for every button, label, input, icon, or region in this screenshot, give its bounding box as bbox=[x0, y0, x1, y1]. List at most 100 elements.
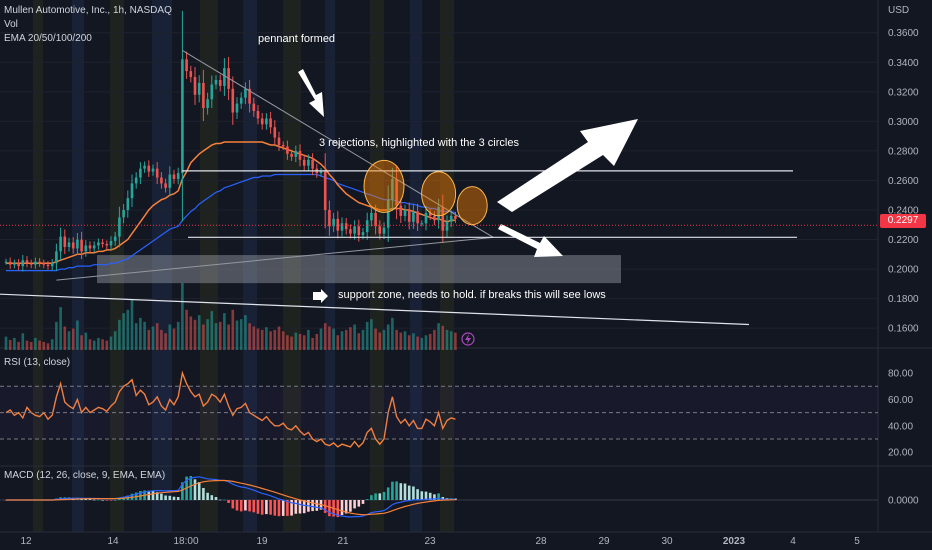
macd-hist-bar bbox=[265, 500, 268, 515]
volume-bar bbox=[399, 332, 403, 350]
candle-body bbox=[38, 261, 41, 264]
rejections-annotation[interactable]: 3 rejections, highlighted with the 3 cir… bbox=[319, 137, 519, 149]
candle-body bbox=[168, 174, 172, 188]
candle bbox=[445, 215, 449, 238]
candle bbox=[357, 219, 361, 242]
macd-hist-bar bbox=[424, 491, 428, 500]
rsi-line bbox=[5, 370, 456, 448]
candle-body bbox=[437, 207, 440, 221]
pennant-annotation[interactable]: pennant formed bbox=[258, 33, 336, 45]
volume-bar bbox=[407, 335, 411, 350]
candle-body bbox=[332, 218, 335, 227]
candle bbox=[332, 212, 335, 233]
volume-legend[interactable]: Vol bbox=[4, 19, 18, 30]
support-arrow bbox=[313, 289, 328, 303]
candle bbox=[391, 167, 394, 211]
candle bbox=[273, 120, 277, 145]
volume-bar bbox=[265, 327, 268, 350]
macd-hist-bar bbox=[386, 487, 390, 500]
price-tick-label: 0.3200 bbox=[888, 87, 919, 98]
support-annotation[interactable]: support zone, needs to hold. if breaks t… bbox=[338, 289, 606, 301]
macd-hist-bar bbox=[328, 500, 331, 517]
time-tick-label: 4 bbox=[790, 536, 796, 547]
rejection-circle bbox=[421, 171, 457, 217]
candle bbox=[42, 259, 46, 269]
candle bbox=[176, 167, 180, 185]
candle bbox=[218, 74, 222, 92]
volume-bar bbox=[21, 333, 25, 350]
candle-body bbox=[193, 77, 197, 95]
candle-body bbox=[176, 173, 180, 179]
macd-hist-bar bbox=[181, 482, 184, 500]
candle bbox=[185, 51, 188, 79]
candle bbox=[139, 162, 142, 184]
candle-body bbox=[172, 174, 176, 179]
candle bbox=[407, 202, 411, 230]
candle bbox=[67, 237, 71, 252]
candle bbox=[239, 92, 243, 109]
volume-bar bbox=[88, 339, 92, 350]
volume-bar bbox=[13, 337, 16, 350]
macd-hist-bar bbox=[378, 493, 382, 500]
volume-bar bbox=[181, 283, 184, 350]
candle-body bbox=[336, 218, 340, 231]
rsi-legend[interactable]: RSI (13, close) bbox=[4, 357, 71, 368]
volume-bar bbox=[336, 335, 340, 350]
candle-body bbox=[218, 80, 222, 86]
volume-bar bbox=[218, 321, 222, 350]
candle-body bbox=[252, 103, 256, 112]
candle-body bbox=[29, 263, 33, 265]
price-tick-label: 0.2400 bbox=[888, 206, 919, 217]
candle-body bbox=[143, 165, 146, 169]
volume-bar bbox=[412, 333, 415, 350]
volume-bar bbox=[395, 329, 398, 350]
volume-bar bbox=[151, 326, 155, 350]
candle bbox=[4, 258, 8, 265]
candle-body bbox=[181, 59, 184, 174]
time-tick-label: 2023 bbox=[723, 536, 746, 547]
volume-bar bbox=[302, 335, 306, 350]
ema-legend[interactable]: EMA 20/50/100/200 bbox=[4, 33, 92, 44]
volume-bar bbox=[290, 336, 293, 350]
candle bbox=[59, 227, 62, 261]
macd-hist-bar bbox=[454, 498, 457, 500]
candle-body bbox=[214, 80, 218, 85]
volume-bar bbox=[160, 329, 163, 350]
price-tick-label: 0.2200 bbox=[888, 235, 919, 246]
time-tick-label: 28 bbox=[535, 536, 547, 547]
candle-body bbox=[134, 177, 138, 184]
volume-bar bbox=[134, 323, 138, 350]
macd-hist-bar bbox=[399, 483, 403, 500]
macd-hist-bar bbox=[244, 500, 247, 511]
candle-body bbox=[160, 177, 163, 184]
candle-body bbox=[302, 159, 306, 166]
drawing-tools[interactable] bbox=[0, 50, 797, 326]
price-tick-label: 0.3000 bbox=[888, 117, 919, 128]
candle-body bbox=[412, 211, 415, 222]
volume-bar bbox=[101, 339, 104, 350]
candle bbox=[294, 145, 298, 163]
macd-hist-bar bbox=[113, 500, 117, 501]
macd-hist-bar bbox=[197, 482, 201, 500]
volume-bar bbox=[386, 324, 390, 350]
candle-body bbox=[235, 103, 239, 113]
volume-bar bbox=[206, 319, 209, 350]
candle-body bbox=[126, 198, 130, 210]
symbol-legend[interactable]: Mullen Automotive, Inc., 1h, NASDAQ bbox=[4, 5, 172, 16]
pennant-upper-trendline bbox=[182, 50, 494, 238]
macd-hist-bar bbox=[437, 493, 440, 500]
price-tick-label: 0.3600 bbox=[888, 28, 919, 39]
candle bbox=[164, 178, 167, 193]
candle-body bbox=[290, 153, 293, 157]
volume-bar bbox=[50, 339, 54, 350]
macd-legend[interactable]: MACD (12, 26, close, 9, EMA, EMA) bbox=[4, 470, 166, 481]
candle-body bbox=[273, 127, 277, 138]
volume-bar bbox=[143, 321, 146, 350]
candle-body bbox=[454, 215, 457, 219]
volume-bar bbox=[239, 319, 243, 350]
volume-bar bbox=[168, 324, 172, 350]
candle bbox=[214, 75, 218, 90]
candle bbox=[126, 190, 130, 218]
macd-hist-bar bbox=[353, 500, 356, 509]
